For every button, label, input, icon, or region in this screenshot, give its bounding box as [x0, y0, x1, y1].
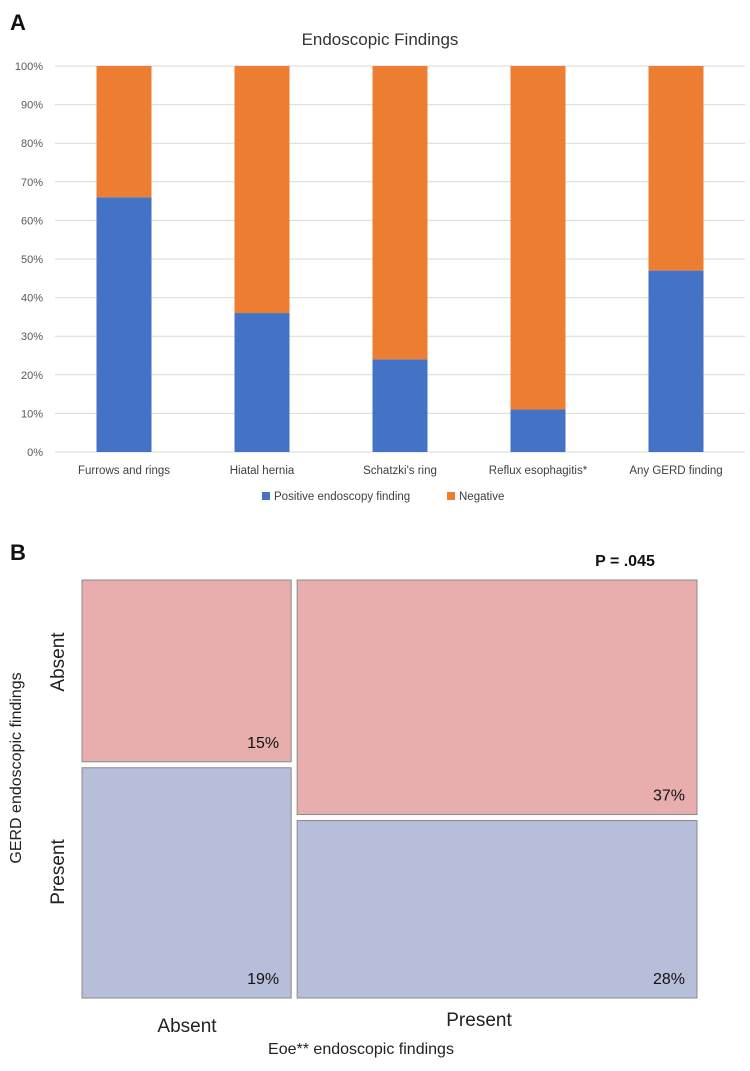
x-category-present: Present — [446, 1010, 512, 1031]
bar-positive — [372, 359, 428, 452]
y-tick-label: 0% — [27, 447, 43, 459]
bar-negative — [234, 66, 290, 314]
x-axis-title: Eoe** endoscopic findings — [268, 1041, 454, 1058]
chart-title: Endoscopic Findings — [302, 30, 459, 49]
y-tick-labels: 0% 10% 20% 30% 40% 50% 60% 70% 80% 90% 100% — [15, 61, 43, 459]
cell-percent-label: 15% — [247, 735, 279, 752]
x-tick-label: Hiatal hernia — [230, 465, 295, 477]
bar-negative — [96, 66, 152, 198]
bar-positive — [510, 409, 566, 452]
y-tick-label: 30% — [21, 331, 43, 343]
x-tick-label: Any GERD finding — [629, 465, 722, 477]
x-tick-labels: Furrows and rings Hiatal hernia Schatzki's… — [78, 465, 723, 477]
x-category-absent: Absent — [157, 1016, 217, 1037]
mosaic-cell-present-present — [296, 820, 698, 999]
y-tick-label: 20% — [21, 370, 43, 382]
y-tick-label: 80% — [21, 138, 43, 150]
y-tick-label: 100% — [15, 61, 43, 73]
cell-percent-label: 19% — [247, 971, 279, 988]
x-tick-label: Furrows and rings — [78, 465, 170, 477]
legend: Positive endoscopy finding Negative — [262, 491, 504, 503]
x-tick-label: Reflux esophagitis* — [489, 465, 588, 477]
y-tick-label: 40% — [21, 293, 43, 305]
y-axis-title: GERD endoscopic findings — [8, 672, 25, 863]
bar-positive — [648, 270, 704, 452]
legend-swatch — [262, 492, 270, 500]
mosaic-cell-present-absent — [296, 579, 698, 816]
y-tick-label: 90% — [21, 100, 43, 112]
y-tick-label: 10% — [21, 408, 43, 420]
cell-percent-label: 37% — [653, 788, 685, 805]
legend-swatch — [447, 492, 455, 500]
mosaic-cell-absent-present — [81, 767, 292, 999]
y-category-present: Present — [48, 839, 69, 905]
bar-negative — [372, 66, 428, 360]
bar-positive — [234, 313, 290, 452]
y-tick-label: 70% — [21, 177, 43, 189]
bars — [96, 66, 704, 452]
p-value-annotation: P = .045 — [595, 553, 655, 570]
panel-a-label: A — [10, 10, 26, 35]
y-tick-label: 50% — [21, 254, 43, 266]
x-tick-label: Schatzki's ring — [363, 465, 437, 477]
panel-b-label: B — [10, 540, 26, 565]
y-tick-label: 60% — [21, 215, 43, 227]
stacked-bar-chart: Endoscopic Findings 0% 10% 20% 30% 40% 50% 60%… — [15, 30, 745, 503]
mosaic-cell-absent-absent — [81, 579, 292, 763]
legend-label: Positive endoscopy finding — [274, 491, 410, 503]
bar-negative — [648, 66, 704, 271]
legend-label: Negative — [459, 491, 504, 503]
bar-negative — [510, 66, 566, 410]
mosaic-cells: 15% 19% 37% 28% — [81, 579, 698, 999]
y-category-absent: Absent — [48, 632, 69, 692]
bar-positive — [96, 197, 152, 452]
cell-percent-label: 28% — [653, 971, 685, 988]
